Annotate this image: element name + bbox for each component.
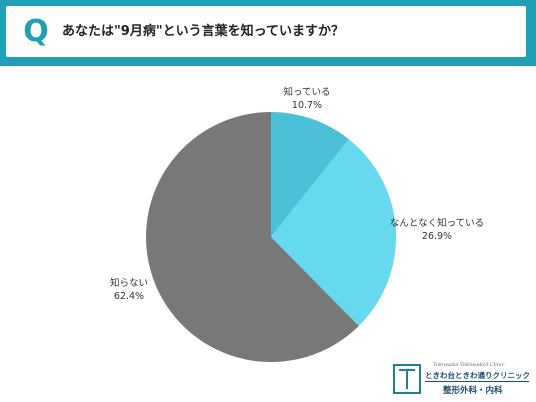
clinic-departments: 整形外科・内科 — [443, 386, 503, 396]
clinic-name-en: Tokiwadai Tokiwadori Clinic — [433, 362, 505, 368]
pie-slice-value: 26.9% — [422, 231, 452, 242]
pie-slice-value: 10.7% — [292, 100, 322, 111]
pie-slice-label: なんとなく知っている — [390, 217, 484, 229]
pie-slice-value: 62.4% — [114, 291, 144, 302]
pie-chart: 知っている 10.7% なんとなく知っている 26.9% 知らない 62.4% — [110, 86, 484, 362]
pie-slice-label: 知らない — [110, 277, 148, 289]
pie-slice — [146, 112, 359, 362]
pie-slices — [146, 112, 397, 362]
clinic-logo: Tokiwadai Tokiwadori Clinic ときわ台ときわ通りクリニ… — [393, 360, 533, 398]
pie-labels: 知っている 10.7% なんとなく知っている 26.9% 知らない 62.4% — [110, 86, 484, 302]
logo-divider — [425, 381, 529, 382]
question-panel: Q あなたは"9月病"という言葉を知っていますか？ — [6, 6, 526, 57]
q-badge: Q — [23, 14, 49, 49]
clinic-logo-mark-icon — [393, 364, 421, 394]
pie-slice — [271, 112, 349, 237]
clinic-name-jp: ときわ台ときわ通りクリニック — [425, 371, 530, 380]
question-header-bar: Q あなたは"9月病"という言葉を知っていますか？ — [0, 0, 536, 66]
question-text: あなたは"9月病"という言葉を知っていますか？ — [62, 24, 344, 39]
pie-slice-label: 知っている — [283, 86, 330, 98]
pie-slice — [271, 139, 397, 326]
